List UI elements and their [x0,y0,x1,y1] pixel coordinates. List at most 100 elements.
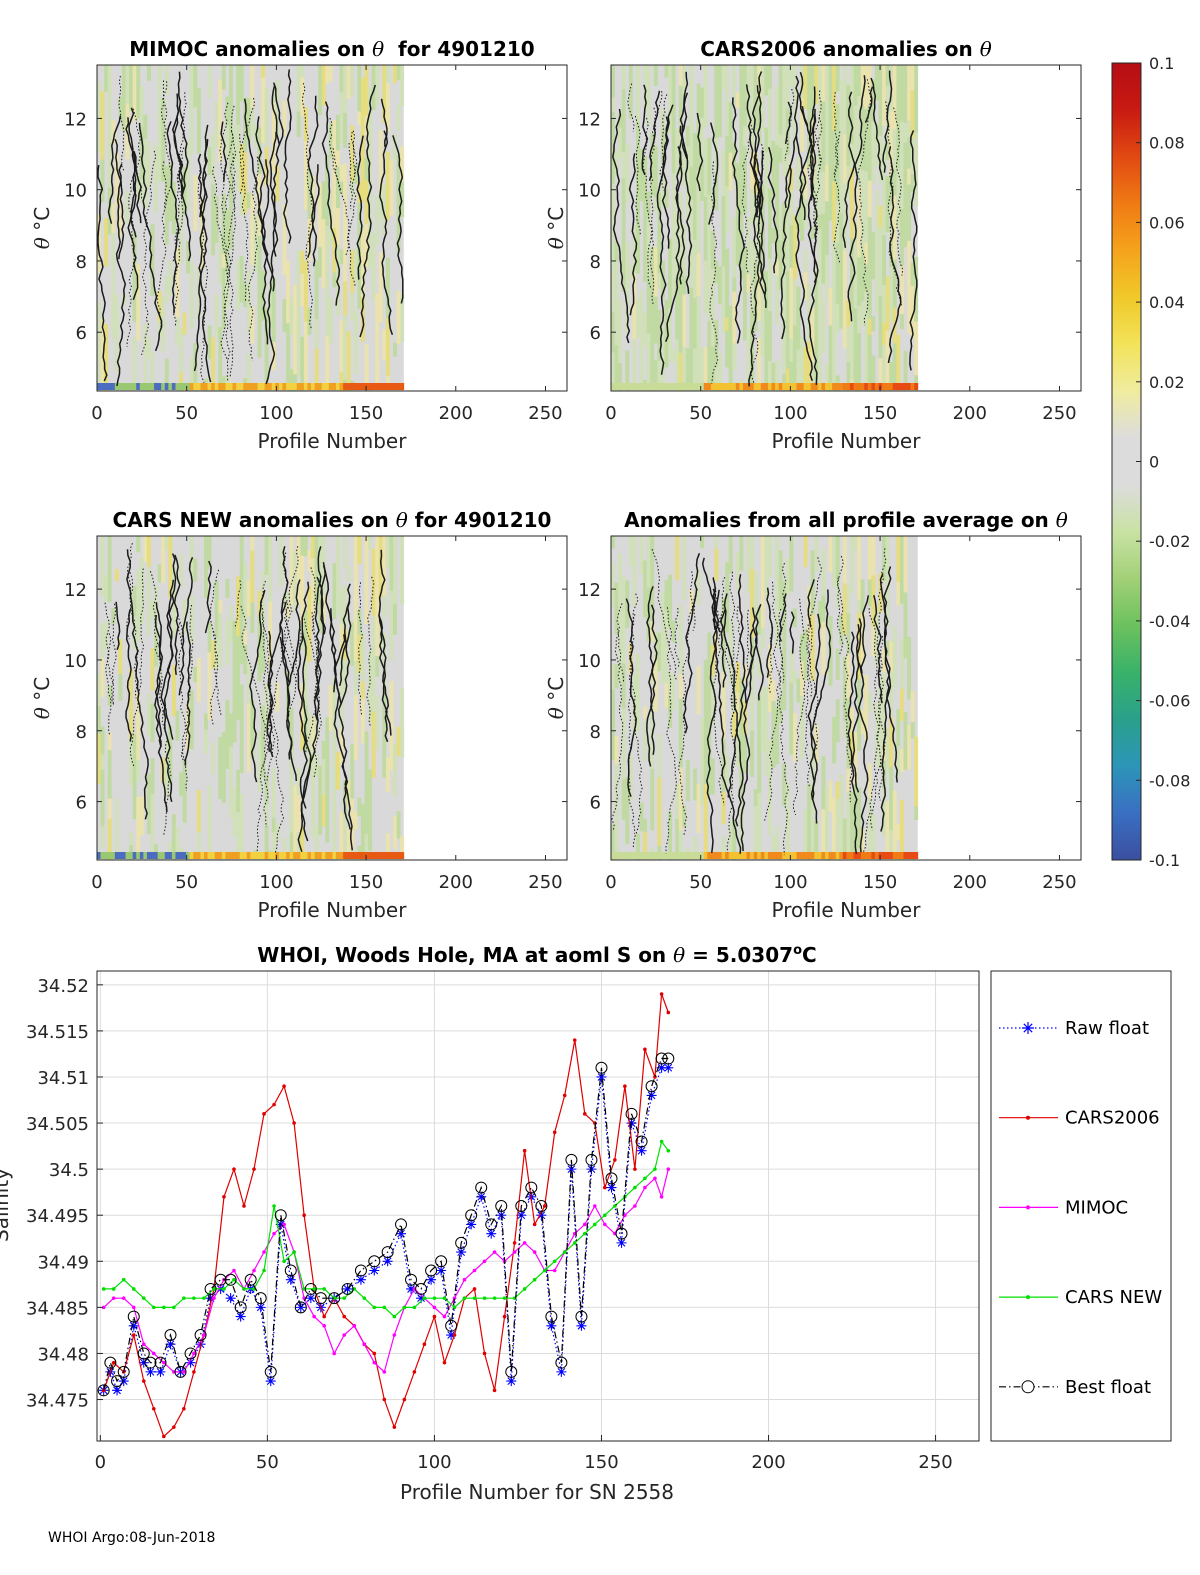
field-cell [318,65,323,116]
field-cell [842,250,847,279]
field-cell [889,641,894,657]
contour-line [265,131,279,385]
field-cell [385,83,390,132]
field-cell [625,165,630,203]
field-cell [839,213,844,267]
field-cell [196,852,201,859]
field-cell [282,594,287,608]
field-cell [732,343,737,371]
field-cell [314,715,319,728]
contour-line [665,125,683,342]
field-cell [821,548,826,596]
field-cell [889,266,894,322]
data-point [626,1118,637,1129]
field-cell [864,109,869,172]
contour-line [378,549,389,743]
contour-line [132,108,143,199]
field-cell [389,159,394,216]
field-cell [111,852,116,859]
field-cell [800,176,805,241]
field-cell [400,294,405,342]
field-cell [785,270,790,314]
field-cell [350,744,355,799]
field-cell [357,797,362,817]
field-cell [346,383,351,390]
contour-line [784,75,800,209]
legend-marker [1026,1295,1030,1300]
field-cell [350,798,355,848]
field-cell [849,791,854,838]
field-cell [214,852,219,859]
data-point [182,1406,186,1411]
field-cell [757,793,762,859]
field-cell [689,383,694,390]
field-cell [682,852,687,859]
field-cell [817,297,822,313]
field-cell [878,678,883,749]
field-cell [250,194,255,266]
field-cell [207,785,212,851]
field-cell [321,794,326,827]
data-point [472,1268,477,1273]
field-cell [375,656,380,677]
data-point [292,1121,296,1125]
data-point [603,1213,607,1218]
field-cell [618,852,623,859]
field-cell [164,206,169,245]
field-cell [778,240,783,290]
field-cell [228,129,233,187]
field-cell [271,768,276,819]
field-cell [360,804,365,860]
field-cell [639,148,644,202]
field-cell [289,832,294,860]
field-cell [628,852,633,859]
field-cell [371,233,376,302]
field-cell [218,612,223,638]
field-cell [653,145,658,198]
contour-line [885,101,892,150]
field-cell [849,536,854,594]
field-cell [343,134,348,149]
field-cell [314,260,319,320]
field-cell [360,129,365,202]
field-cell [874,606,879,668]
field-cell [311,717,315,751]
field-cell [682,294,687,348]
data-point [131,1287,136,1291]
field-cell [100,91,105,160]
field-cell [882,142,887,180]
field-cell [775,383,780,390]
field-cell [343,163,348,219]
field-cell [742,852,747,859]
field-cell [867,797,872,860]
data-point [322,1324,326,1328]
field-cell [614,383,619,390]
field-cell [339,164,344,182]
field-cell [657,273,662,290]
field-cell [139,86,144,127]
field-cell [835,159,840,201]
contour-line [240,605,267,852]
field-cell [874,190,879,214]
data-point [532,1250,537,1254]
field-cell [817,136,822,198]
field-cell [785,838,790,860]
contour-line [321,101,341,306]
field-cell [104,323,109,391]
data-point [368,1255,381,1268]
field-cell [907,120,912,138]
data-point [532,1277,537,1282]
field-cell [767,536,772,578]
field-cell [396,104,401,132]
field-cell [239,192,244,217]
contour-line [126,166,136,347]
x-tick-label: 50 [689,872,712,893]
data-point [522,1241,527,1245]
field-cell [204,852,208,859]
field-cell [643,718,648,762]
field-cell [250,550,255,603]
field-cell [678,65,683,86]
field-cell [311,781,315,837]
field-cell [104,218,109,267]
data-point [302,1213,306,1218]
